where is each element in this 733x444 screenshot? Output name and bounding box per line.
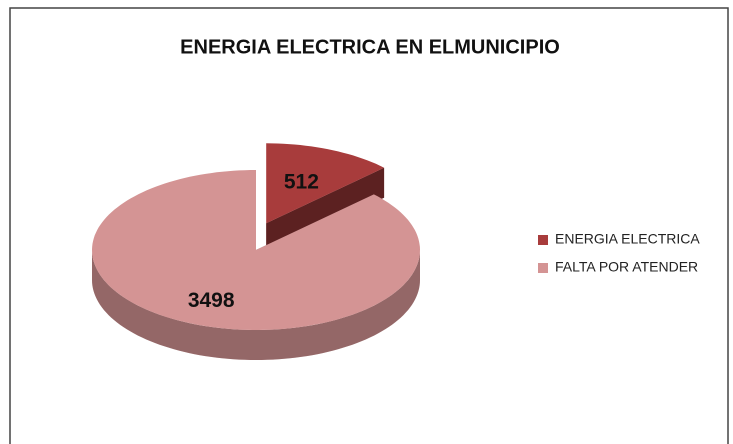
legend-swatch xyxy=(538,263,548,273)
slice-shade xyxy=(92,250,420,360)
chart-title: ENERGIA ELECTRICA EN ELMUNICIPIO xyxy=(180,36,560,58)
slice xyxy=(92,170,420,330)
pie: 512 3498 xyxy=(92,143,420,360)
slice xyxy=(266,143,385,224)
data-label: 512 xyxy=(284,170,319,193)
legend-label: FALTA POR ATENDER xyxy=(555,259,698,275)
legend: ENERGIA ELECTRICA FALTA POR ATENDER xyxy=(538,231,700,275)
legend-swatch xyxy=(538,235,548,245)
legend-label: ENERGIA ELECTRICA xyxy=(555,231,700,247)
slice-side xyxy=(92,250,420,360)
data-label: 3498 xyxy=(188,289,235,312)
